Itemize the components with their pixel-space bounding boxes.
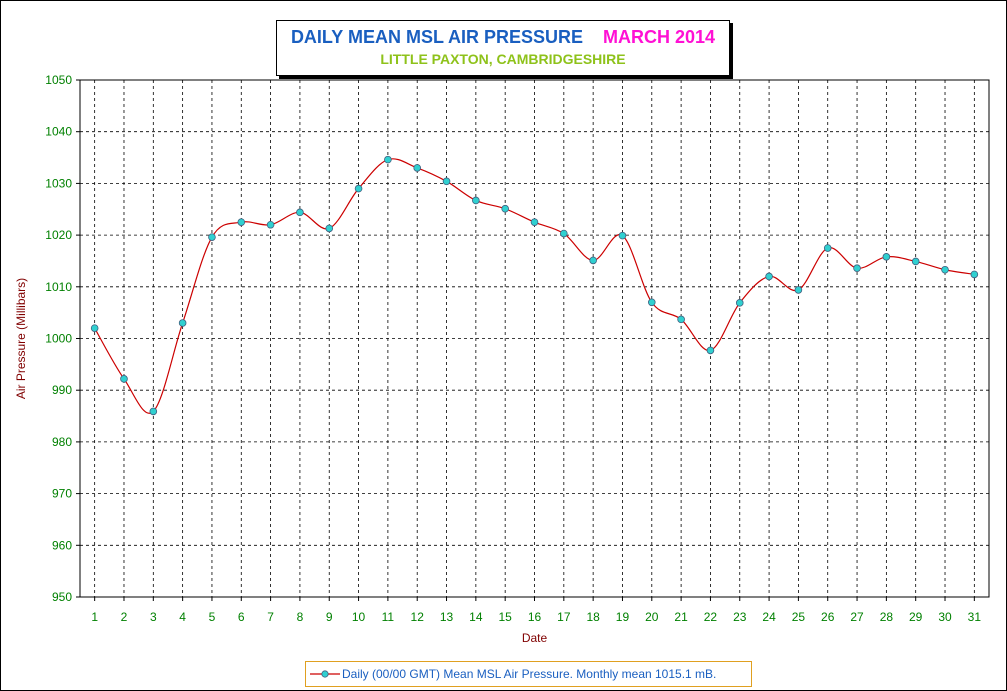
x-tick-label: 10 bbox=[352, 610, 366, 624]
data-point bbox=[149, 407, 158, 416]
data-point bbox=[677, 315, 685, 324]
x-tick-label: 29 bbox=[909, 610, 923, 624]
data-point bbox=[647, 298, 656, 307]
y-tick-label: 960 bbox=[52, 538, 72, 552]
x-tick-label: 26 bbox=[821, 610, 835, 624]
data-point bbox=[501, 204, 509, 213]
x-tick-label: 30 bbox=[938, 610, 952, 624]
data-point bbox=[560, 229, 568, 238]
data-point bbox=[941, 265, 949, 274]
data-point bbox=[794, 286, 803, 294]
x-tick-label: 2 bbox=[121, 610, 128, 624]
title-box: DAILY MEAN MSL AIR PRESSURE MARCH 2014 LI… bbox=[276, 20, 730, 76]
y-tick-label: 970 bbox=[52, 487, 72, 501]
y-axis-label: Air Pressure (Millibars) bbox=[14, 278, 28, 399]
y-tick-label: 1040 bbox=[45, 125, 72, 139]
data-point bbox=[911, 257, 920, 266]
x-tick-label: 20 bbox=[645, 610, 659, 624]
title-line: DAILY MEAN MSL AIR PRESSURE MARCH 2014 bbox=[277, 27, 729, 48]
data-point bbox=[472, 196, 480, 205]
tick-layer: 9509609709809901000101010201030104010501… bbox=[45, 73, 981, 624]
y-tick-label: 1020 bbox=[45, 228, 72, 242]
legend: Daily (00/00 GMT) Mean MSL Air Pressure.… bbox=[305, 661, 752, 687]
x-tick-label: 3 bbox=[150, 610, 157, 624]
x-tick-label: 6 bbox=[238, 610, 245, 624]
data-point bbox=[735, 299, 744, 307]
x-tick-label: 17 bbox=[557, 610, 571, 624]
data-point bbox=[823, 244, 832, 252]
x-tick-label: 12 bbox=[411, 610, 425, 624]
x-tick-label: 22 bbox=[704, 610, 718, 624]
x-tick-label: 8 bbox=[297, 610, 304, 624]
data-point bbox=[178, 319, 187, 327]
data-point bbox=[325, 224, 334, 233]
data-point bbox=[266, 220, 275, 229]
x-tick-label: 28 bbox=[880, 610, 894, 624]
legend-label: Daily (00/00 GMT) Mean MSL Air Pressure.… bbox=[342, 667, 717, 681]
x-tick-label: 16 bbox=[528, 610, 542, 624]
data-point bbox=[970, 270, 979, 279]
x-tick-label: 15 bbox=[498, 610, 512, 624]
y-tick-label: 950 bbox=[52, 590, 72, 604]
data-point bbox=[384, 155, 392, 164]
x-tick-label: 13 bbox=[440, 610, 454, 624]
x-tick-label: 21 bbox=[674, 610, 688, 624]
chart-subtitle: LITTLE PAXTON, CAMBRIDGESHIRE bbox=[380, 51, 626, 67]
x-tick-label: 23 bbox=[733, 610, 747, 624]
y-tick-label: 1050 bbox=[45, 73, 72, 87]
data-point bbox=[354, 184, 363, 193]
chart-title-month: MARCH 2014 bbox=[603, 27, 716, 47]
data-point bbox=[413, 164, 422, 172]
x-tick-label: 19 bbox=[616, 610, 630, 624]
data-point bbox=[882, 253, 891, 261]
data-point bbox=[589, 256, 597, 265]
x-tick-label: 31 bbox=[968, 610, 982, 624]
x-axis-label: Date bbox=[522, 631, 548, 645]
x-tick-label: 14 bbox=[469, 610, 483, 624]
marker-layer bbox=[90, 155, 979, 416]
x-tick-label: 11 bbox=[382, 610, 395, 624]
x-tick-label: 4 bbox=[179, 610, 186, 624]
x-tick-label: 7 bbox=[267, 610, 274, 624]
data-point bbox=[90, 324, 99, 332]
x-tick-label: 5 bbox=[209, 610, 216, 624]
x-tick-label: 25 bbox=[792, 610, 806, 624]
data-point bbox=[296, 208, 304, 217]
y-tick-label: 1000 bbox=[45, 332, 72, 346]
y-tick-label: 980 bbox=[52, 435, 72, 449]
y-tick-label: 1010 bbox=[45, 280, 72, 294]
y-tick-label: 1030 bbox=[45, 176, 72, 190]
x-tick-label: 27 bbox=[850, 610, 864, 624]
data-point bbox=[853, 264, 861, 272]
data-point bbox=[706, 346, 715, 355]
data-point bbox=[530, 218, 539, 226]
data-point bbox=[208, 233, 216, 241]
y-tick-label: 990 bbox=[52, 383, 72, 397]
chart-title: DAILY MEAN MSL AIR PRESSURE bbox=[290, 27, 583, 47]
data-point bbox=[120, 375, 128, 383]
data-point bbox=[442, 177, 451, 186]
x-tick-label: 24 bbox=[762, 610, 776, 624]
x-tick-label: 1 bbox=[91, 610, 98, 624]
legend-line-marker-icon bbox=[310, 670, 340, 678]
data-point bbox=[618, 231, 627, 240]
x-tick-label: 18 bbox=[586, 610, 600, 624]
grid-layer bbox=[80, 80, 989, 597]
data-point bbox=[765, 272, 773, 281]
x-tick-label: 9 bbox=[326, 610, 333, 624]
data-point bbox=[237, 218, 246, 226]
